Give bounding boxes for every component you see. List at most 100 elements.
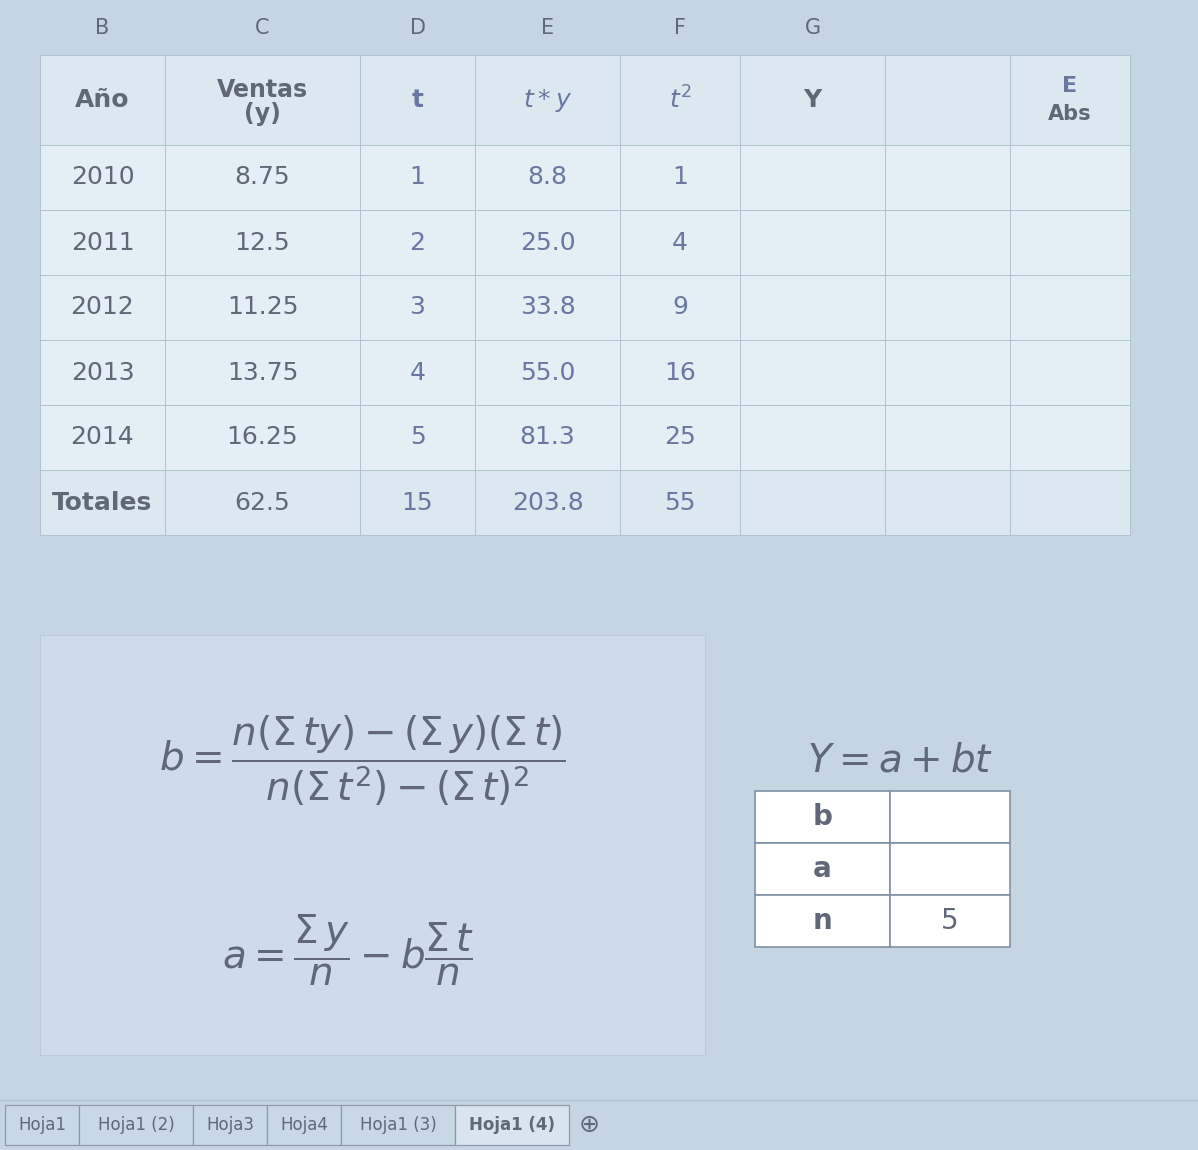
Bar — [621, 145, 740, 210]
Text: D: D — [410, 17, 425, 38]
Bar — [361, 210, 474, 275]
Text: G: G — [804, 17, 821, 38]
Bar — [740, 275, 885, 340]
Text: 2013: 2013 — [71, 360, 134, 384]
Bar — [40, 405, 165, 470]
Text: 3: 3 — [410, 296, 425, 320]
Text: Hoja3: Hoja3 — [206, 1116, 254, 1134]
Text: $b = \dfrac{n(\Sigma\, ty) - (\Sigma\, y)(\Sigma\, t)}{n(\Sigma\, t^2) - (\Sigma: $b = \dfrac{n(\Sigma\, ty) - (\Sigma\, y… — [159, 713, 565, 808]
Text: $t * y$: $t * y$ — [524, 86, 573, 114]
Bar — [885, 470, 1010, 535]
Bar — [1010, 405, 1130, 470]
Bar — [740, 340, 885, 405]
Text: F: F — [674, 17, 686, 38]
Bar — [40, 470, 165, 535]
Text: n: n — [812, 907, 833, 935]
Text: ⊕: ⊕ — [579, 1113, 599, 1137]
Bar — [740, 145, 885, 210]
Text: Hoja1 (3): Hoja1 (3) — [359, 1116, 436, 1134]
Bar — [165, 340, 361, 405]
Bar — [755, 895, 890, 946]
Text: 2014: 2014 — [71, 426, 134, 450]
Bar — [474, 210, 621, 275]
Bar — [361, 55, 474, 145]
Bar — [193, 1105, 267, 1145]
Bar — [361, 340, 474, 405]
Bar — [474, 55, 621, 145]
Text: Año: Año — [75, 89, 129, 112]
Bar — [885, 55, 1010, 145]
Text: Hoja1: Hoja1 — [18, 1116, 66, 1134]
Bar — [740, 470, 885, 535]
Bar — [740, 55, 885, 145]
Text: 33.8: 33.8 — [520, 296, 575, 320]
Text: 11.25: 11.25 — [226, 296, 298, 320]
Bar — [455, 1105, 569, 1145]
Bar — [40, 210, 165, 275]
Bar — [621, 275, 740, 340]
Text: 2010: 2010 — [71, 166, 134, 190]
Bar — [40, 635, 704, 1055]
Text: B: B — [96, 17, 110, 38]
Bar — [40, 275, 165, 340]
Text: $a = \dfrac{\Sigma\, y}{n} - b\dfrac{\Sigma\, t}{n}$: $a = \dfrac{\Sigma\, y}{n} - b\dfrac{\Si… — [222, 912, 473, 988]
Bar — [621, 55, 740, 145]
Bar — [621, 340, 740, 405]
Text: b: b — [812, 803, 833, 831]
Bar — [885, 275, 1010, 340]
Text: 5: 5 — [942, 907, 958, 935]
Text: C: C — [255, 17, 270, 38]
Text: 25.0: 25.0 — [520, 230, 575, 254]
Bar — [40, 55, 165, 145]
Bar — [890, 843, 1010, 895]
Bar — [1010, 210, 1130, 275]
Text: E: E — [1063, 76, 1077, 95]
Text: Hoja4: Hoja4 — [280, 1116, 328, 1134]
Text: 16.25: 16.25 — [226, 426, 298, 450]
Text: 2011: 2011 — [71, 230, 134, 254]
Text: Hoja1 (2): Hoja1 (2) — [97, 1116, 175, 1134]
Bar — [621, 470, 740, 535]
Text: 13.75: 13.75 — [226, 360, 298, 384]
Bar — [165, 470, 361, 535]
Bar — [361, 275, 474, 340]
Bar — [474, 470, 621, 535]
Bar — [361, 405, 474, 470]
Text: 16: 16 — [664, 360, 696, 384]
Text: 8.75: 8.75 — [235, 166, 290, 190]
Bar — [885, 210, 1010, 275]
Text: 15: 15 — [401, 491, 434, 514]
Bar — [5, 1105, 79, 1145]
Text: 55.0: 55.0 — [520, 360, 575, 384]
Text: $Y = a + bt$: $Y = a + bt$ — [807, 742, 993, 780]
Bar — [1010, 275, 1130, 340]
Bar — [890, 791, 1010, 843]
Text: 9: 9 — [672, 296, 688, 320]
Text: 1: 1 — [672, 166, 688, 190]
Bar — [40, 340, 165, 405]
Bar — [1010, 145, 1130, 210]
Text: 55: 55 — [664, 491, 696, 514]
Text: $t^2$: $t^2$ — [668, 86, 691, 114]
Text: 81.3: 81.3 — [520, 426, 575, 450]
Text: 203.8: 203.8 — [512, 491, 583, 514]
Text: Abs: Abs — [1048, 104, 1091, 124]
Bar — [621, 210, 740, 275]
Bar — [165, 55, 361, 145]
Bar — [1010, 340, 1130, 405]
Text: 8.8: 8.8 — [527, 166, 568, 190]
Text: t: t — [411, 89, 424, 112]
Bar — [474, 275, 621, 340]
Bar — [740, 210, 885, 275]
Bar — [740, 405, 885, 470]
Bar — [1010, 55, 1130, 145]
Bar — [165, 145, 361, 210]
Bar — [165, 275, 361, 340]
Bar — [165, 210, 361, 275]
Bar — [361, 470, 474, 535]
Bar — [474, 405, 621, 470]
Bar — [361, 145, 474, 210]
Text: 5: 5 — [410, 426, 425, 450]
Bar — [165, 405, 361, 470]
Text: 4: 4 — [410, 360, 425, 384]
